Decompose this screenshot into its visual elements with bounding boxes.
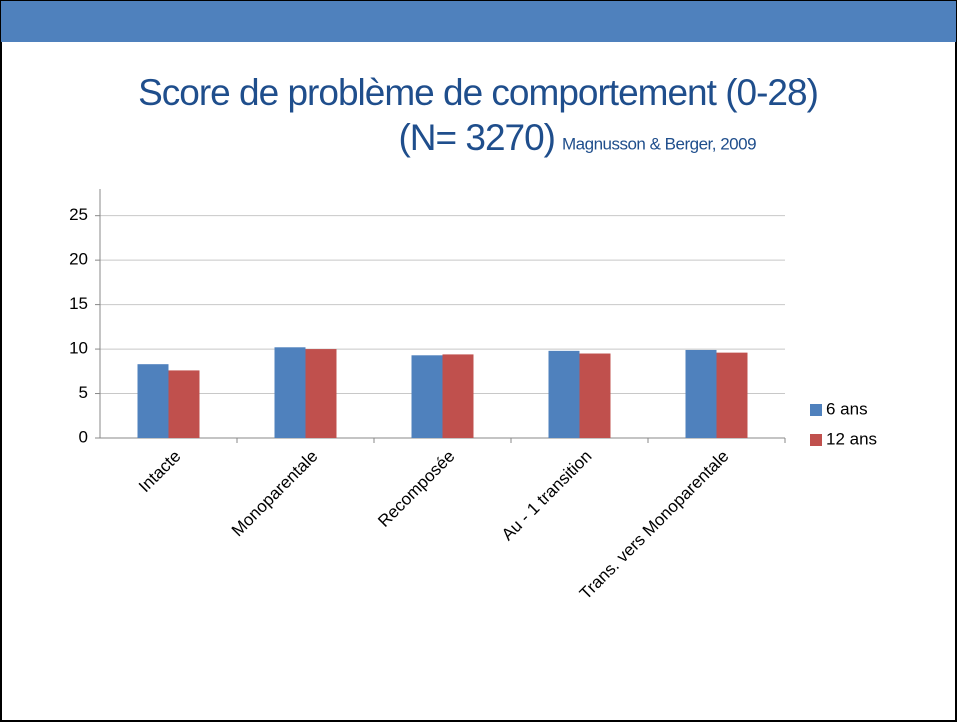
annotation: Magnusson & Berger, 2009 — [562, 134, 756, 153]
chart-subtitle: (N= 3270) — [398, 117, 555, 158]
legend-label: 12 ans — [826, 429, 877, 448]
bar — [274, 347, 306, 438]
bar — [168, 370, 200, 438]
header-bar — [1, 1, 956, 42]
bar — [579, 353, 611, 438]
bar — [548, 350, 580, 438]
y-tick-label: 20 — [69, 250, 88, 269]
bar — [411, 355, 443, 438]
chart-title: Score de problème de comportement (0-28) — [138, 72, 818, 113]
bar — [305, 349, 337, 438]
bar — [137, 364, 169, 438]
y-tick-label: 15 — [69, 294, 88, 313]
bar — [716, 352, 748, 438]
y-tick-label: 10 — [69, 339, 88, 358]
y-tick-label: 5 — [79, 383, 88, 402]
legend-swatch — [810, 404, 822, 416]
legend-swatch — [810, 434, 822, 446]
y-tick-label: 25 — [69, 205, 88, 224]
y-tick-label: 0 — [79, 427, 88, 446]
bar — [685, 349, 717, 438]
legend-label: 6 ans — [826, 399, 868, 418]
bar — [442, 354, 474, 438]
